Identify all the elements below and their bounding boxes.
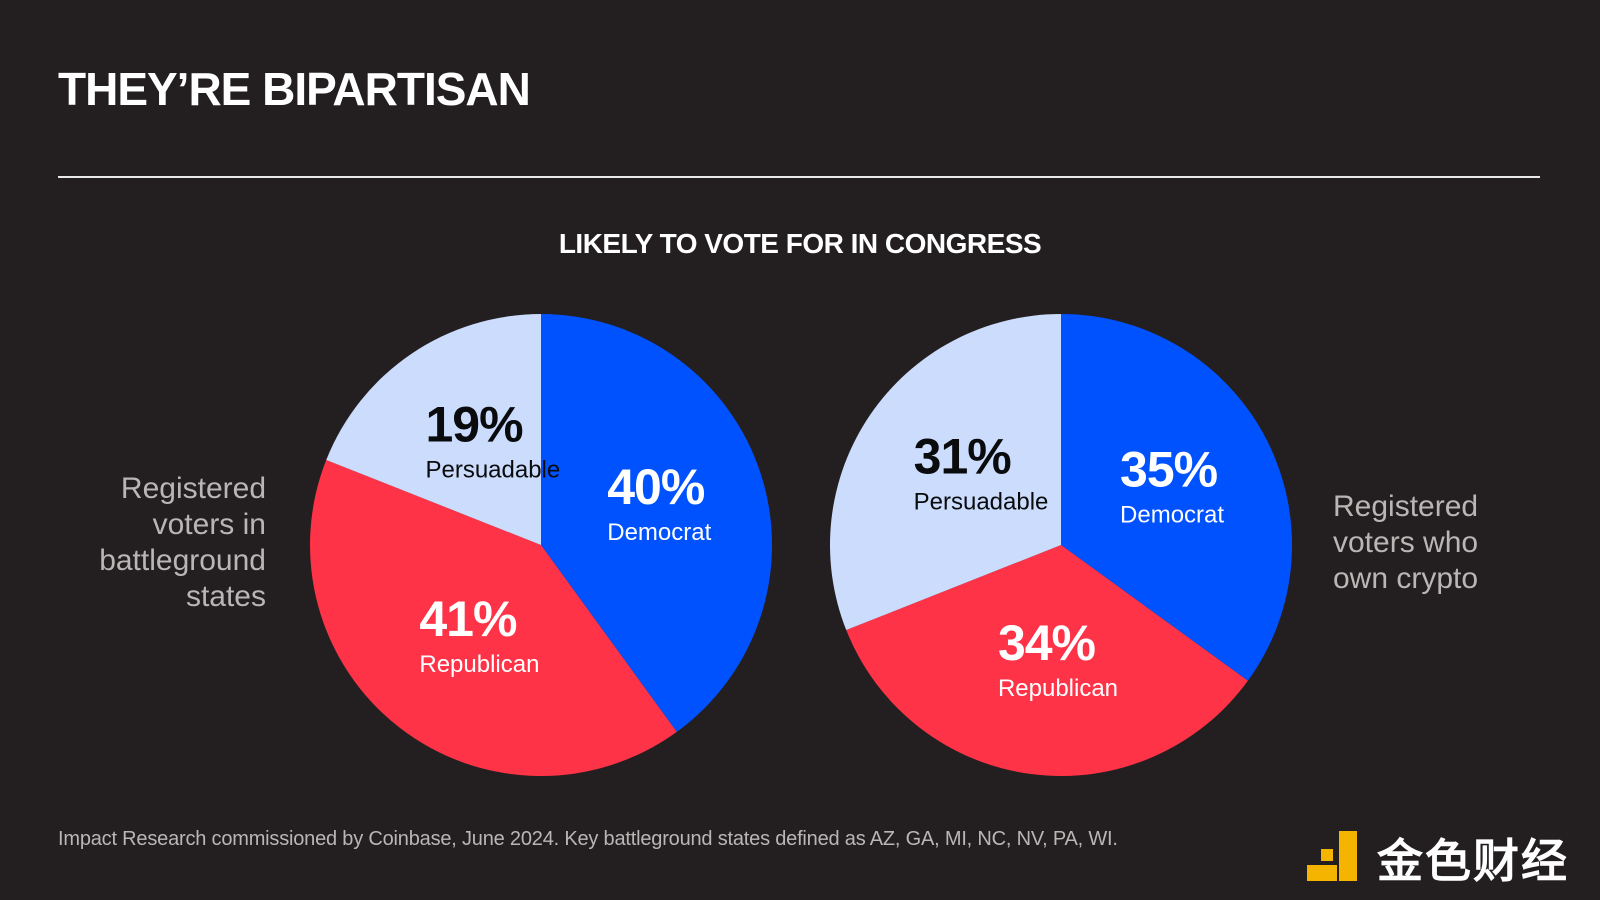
slice-percent-label: 34% bbox=[998, 615, 1096, 671]
pie-slice-republican bbox=[846, 545, 1248, 776]
right-group-label-line: own crypto bbox=[1333, 562, 1479, 595]
pie-slice-persuadable bbox=[830, 314, 1061, 631]
brand-name: 金色财经 bbox=[1377, 835, 1569, 887]
brand-watermark: 金色财经 bbox=[1307, 830, 1569, 887]
slice-category-label: Persuadable bbox=[914, 488, 1049, 515]
left-group-label-line: voters in bbox=[152, 508, 266, 541]
page-title: THEY’RE BIPARTISAN bbox=[58, 63, 531, 115]
slice-category-label: Democrat bbox=[607, 519, 711, 546]
slice-category-label: Republican bbox=[998, 675, 1118, 702]
slice-percent-label: 35% bbox=[1120, 441, 1218, 497]
right-group-label: Registered voters who own crypto bbox=[1333, 489, 1533, 597]
pie-slice-democrat bbox=[1061, 314, 1292, 681]
slice-category-label: Persuadable bbox=[425, 457, 560, 484]
divider bbox=[58, 176, 1540, 178]
pie-slice-democrat bbox=[541, 314, 772, 732]
pie-slice-republican bbox=[309, 459, 677, 777]
slice-percent-label: 31% bbox=[914, 428, 1012, 484]
left-group-label-line: battleground bbox=[99, 544, 266, 577]
footnote: Impact Research commissioned by Coinbase… bbox=[58, 828, 1118, 850]
right-group-label-line: voters who bbox=[1333, 526, 1479, 559]
slice-category-label: Republican bbox=[419, 651, 539, 678]
left-group-label-line: states bbox=[185, 580, 266, 613]
slice-percent-label: 40% bbox=[607, 459, 705, 515]
left-group-label-line: Registered bbox=[120, 472, 266, 505]
chart-subtitle: LIKELY TO VOTE FOR IN CONGRESS bbox=[558, 228, 1042, 259]
slice-category-label: Democrat bbox=[1120, 501, 1224, 528]
slice-percent-label: 41% bbox=[419, 591, 517, 647]
pie-chart-1: 40% Democrat 41% Republican 19% Persuadable bbox=[309, 314, 772, 777]
right-group-label-line: Registered bbox=[1333, 490, 1479, 523]
golden-logo-icon bbox=[1307, 831, 1357, 881]
slice-percent-label: 19% bbox=[425, 397, 523, 453]
left-group-label: Registered voters in battleground states bbox=[46, 471, 266, 615]
pie-slice-persuadable bbox=[326, 314, 541, 545]
pie-chart-2: 35% Democrat 34% Republican 31% Persuadable bbox=[830, 314, 1292, 776]
